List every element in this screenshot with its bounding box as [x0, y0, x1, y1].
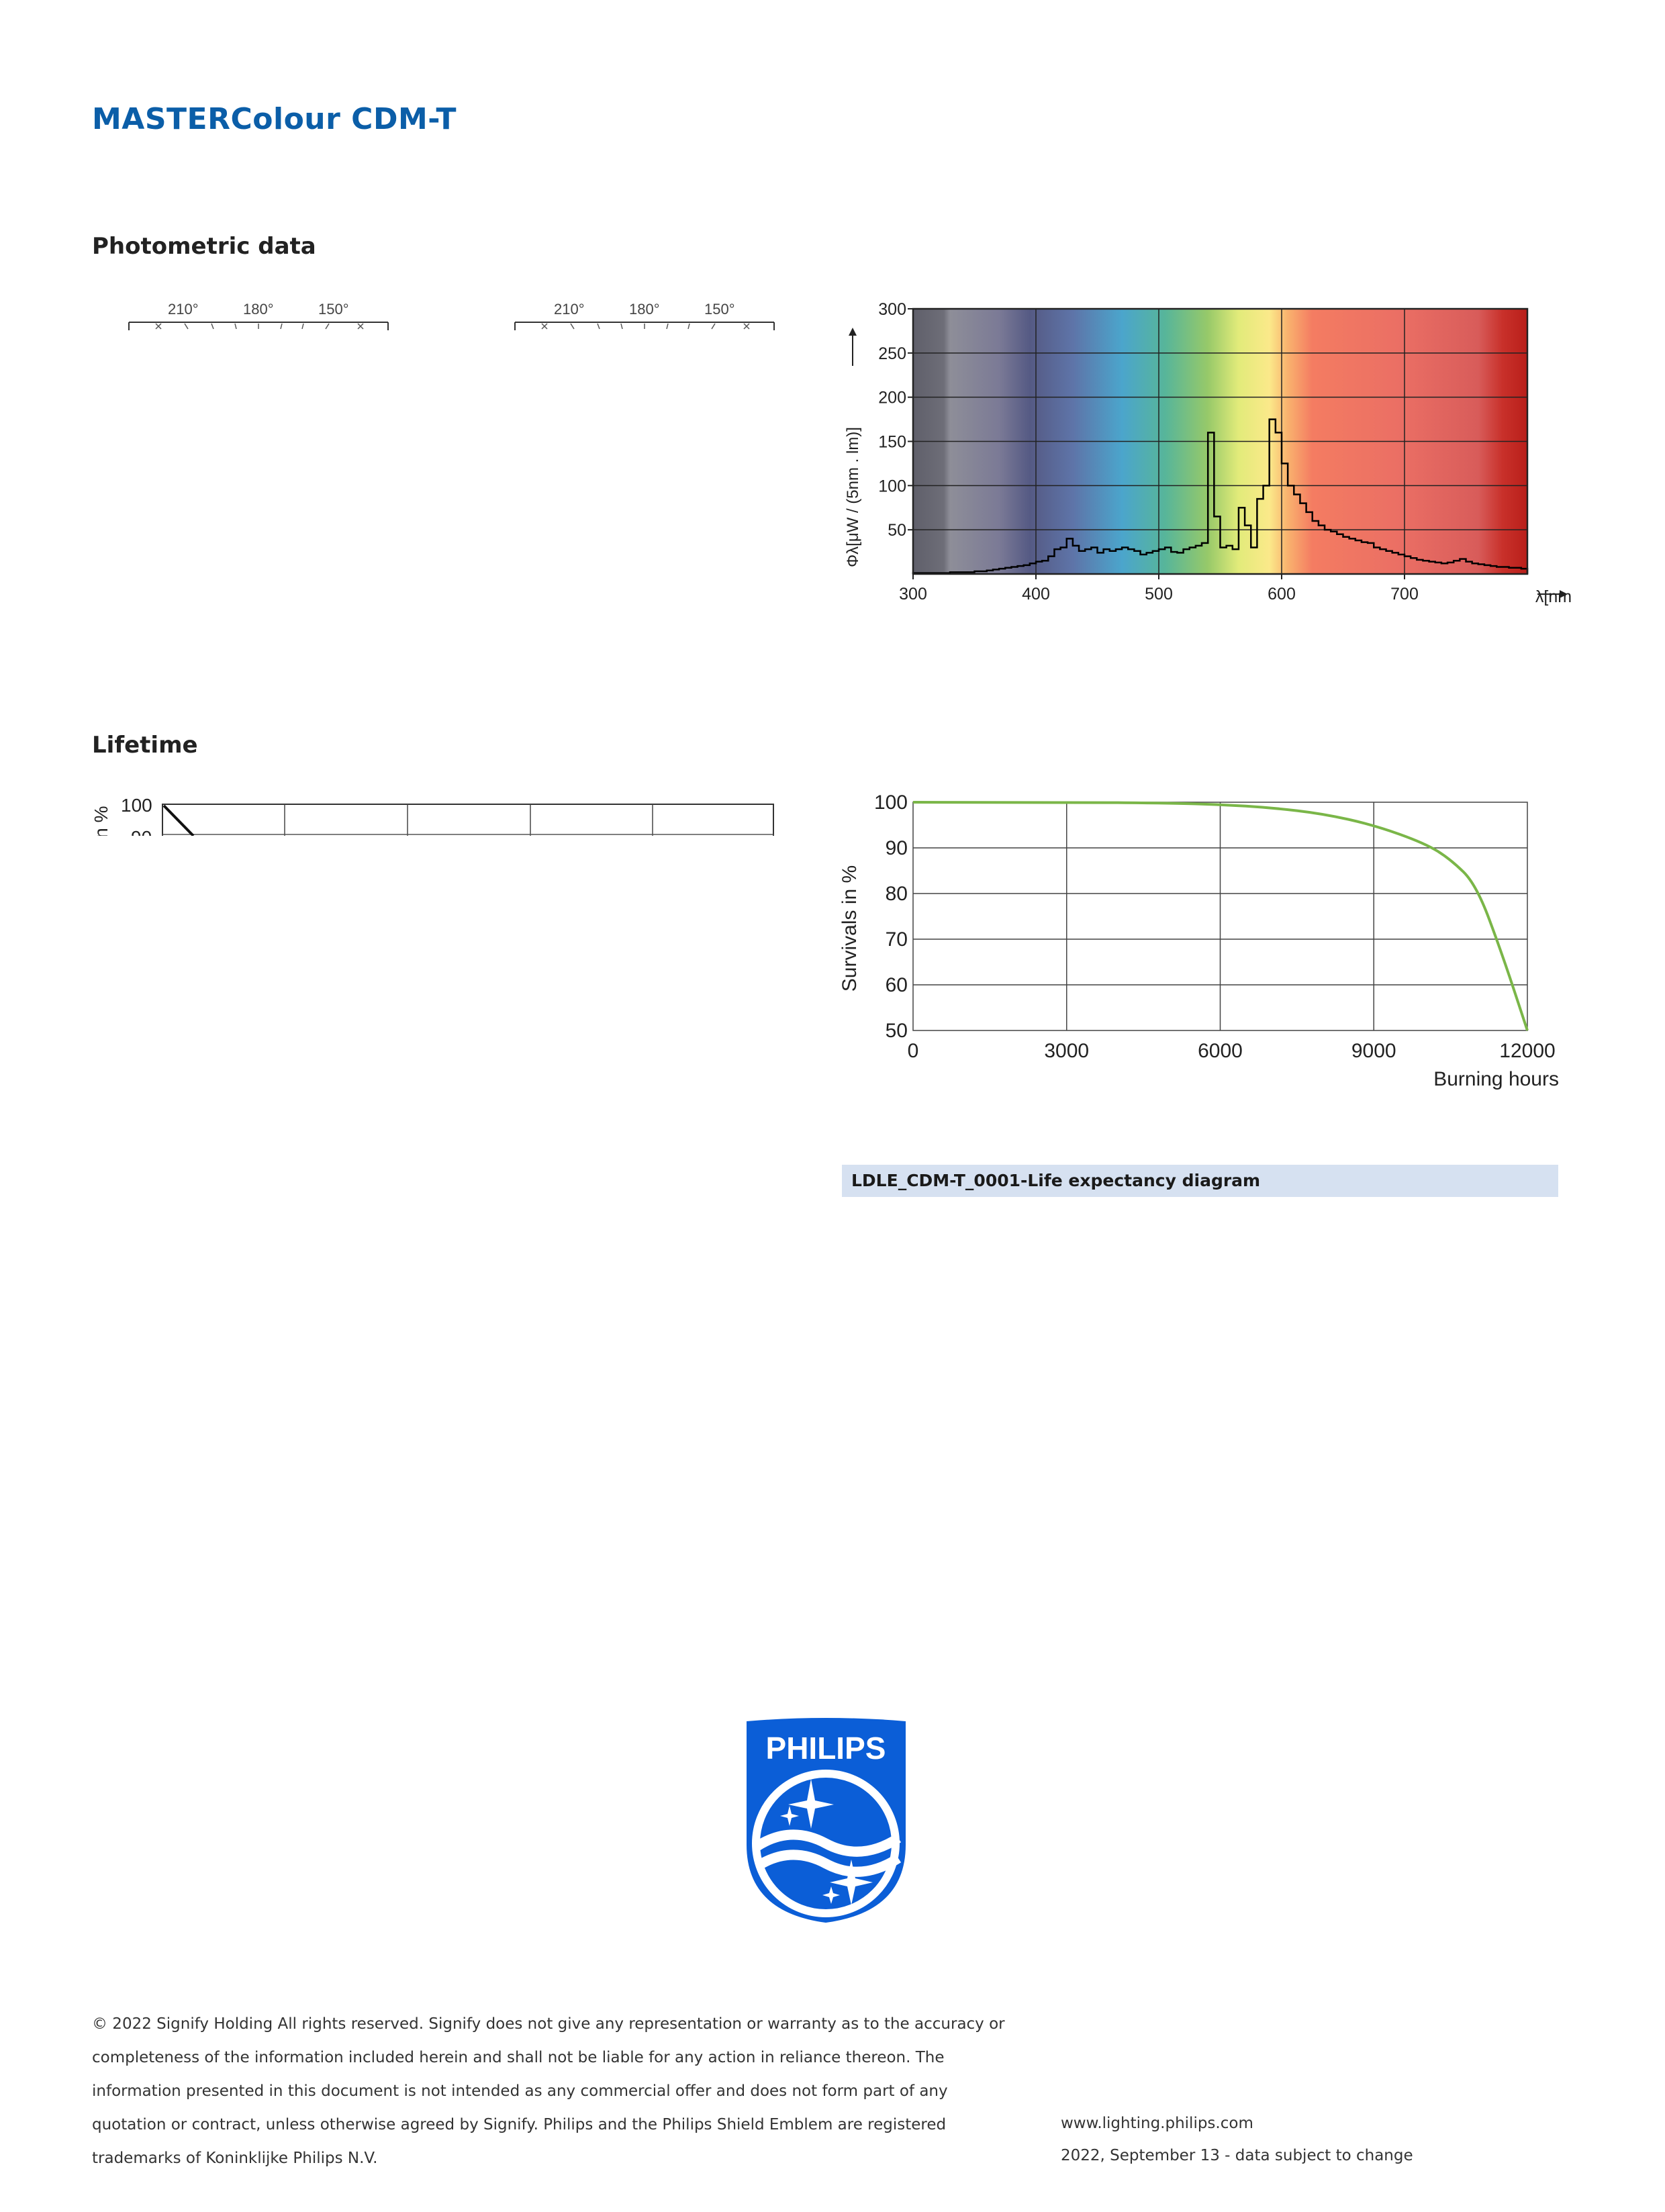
survival-ytick-100: 100 [874, 791, 908, 814]
survival-xtick-9000: 9000 [1351, 1040, 1396, 1062]
survival-xtick-12000: 12000 [1499, 1040, 1555, 1062]
lumen-curve [162, 804, 195, 836]
polar-diagram-right: 210° 180° 150° [514, 301, 775, 330]
spectrum-ytick-50: 50 [888, 521, 906, 540]
spectrum-ytick-100: 100 [878, 477, 906, 495]
survival-xtick-6000: 6000 [1198, 1040, 1243, 1062]
polar-right-tick-150: 150° [704, 301, 735, 318]
spectrum-line [912, 418, 1529, 574]
survival-ytick-50: 50 [886, 1020, 908, 1042]
survival-x-axis-label: Burning hours [1433, 1068, 1559, 1090]
survival-curve [912, 801, 1529, 1031]
page-title: MASTERColour CDM-T [92, 102, 457, 136]
lumen-y-axis-label: in % [91, 806, 111, 836]
spectrum-grid [913, 309, 1527, 574]
footer-url[interactable]: www.lighting.philips.com [1061, 2115, 1253, 2132]
lumen-tick-90: 90 [131, 827, 152, 836]
spectrum-xtick-400: 400 [1022, 585, 1050, 604]
polar-right-tick-180: 180° [629, 301, 660, 318]
survival-ytick-70: 70 [886, 928, 908, 951]
star-small-top [780, 1806, 799, 1826]
spectrum-y-arrow-head [849, 328, 857, 336]
star-large-bottom [830, 1860, 873, 1905]
spectrum-ytick-150: 150 [878, 433, 906, 452]
philips-shield-logo: PHILIPS [747, 1718, 906, 1923]
spectrum-xtick-300: 300 [899, 585, 927, 604]
spectrum-xtick-500: 500 [1145, 585, 1173, 604]
survival-ytick-90: 90 [886, 837, 908, 859]
lumen-maintenance-chart: 100 90 in % [91, 795, 774, 836]
polar-left-tick-210: 210° [168, 301, 199, 318]
footer-line-4: quotation or contract, unless otherwise … [92, 2116, 947, 2133]
survival-grid [912, 802, 1528, 1031]
survival-xtick-3000: 3000 [1044, 1040, 1089, 1062]
spectrum-x-arrow-head [1560, 590, 1568, 598]
footer-date: 2022, September 13 - data subject to cha… [1061, 2147, 1413, 2164]
survival-xtick-0: 0 [908, 1040, 919, 1062]
photometric-heading: Photometric data [92, 233, 316, 260]
lifetime-heading: Lifetime [92, 732, 198, 759]
survival-chart: 0 3000 6000 9000 12000 50 60 70 80 90 100 Burning… [839, 791, 1559, 1090]
spectrum-ytick-250: 250 [878, 344, 906, 363]
shield-waves [754, 1829, 902, 1877]
polar-diagram-left: 210° 180° 150° [128, 301, 389, 330]
footer-line-1: © 2022 Signify Holding All rights reserv… [92, 2015, 1005, 2033]
lumen-tick-100: 100 [121, 795, 152, 816]
spectrum-xtick-700: 700 [1390, 585, 1419, 604]
polar-left-tick-180: 180° [243, 301, 274, 318]
spectrum-ytick-300: 300 [878, 300, 906, 319]
life-expectancy-caption: LDLE_CDM-T_0001-Life expectancy diagram [842, 1165, 1558, 1197]
footer-disclaimer: © 2022 Signify Holding All rights reserv… [92, 2007, 1032, 2175]
philips-wordmark: PHILIPS [766, 1731, 886, 1766]
spectrum-y-axis-label: Φλ[μW / (5nm . lm)] [844, 427, 862, 567]
survival-ytick-80: 80 [886, 883, 908, 905]
footer-line-3: information presented in this document i… [92, 2082, 948, 2100]
survival-ytick-60: 60 [886, 974, 908, 996]
spectrum-x-axis-label: λ[nm] [1535, 587, 1571, 606]
survival-y-axis-label: Survivals in % [839, 865, 861, 992]
polar-left-tick-150: 150° [318, 301, 349, 318]
star-small-bottom [822, 1886, 840, 1904]
lumen-frame [162, 804, 774, 836]
spectrum-xtick-600: 600 [1268, 585, 1296, 604]
footer-line-2: completeness of the information included… [92, 2049, 945, 2066]
footer-line-5: trademarks of Koninklijke Philips N.V. [92, 2150, 378, 2167]
polar-right-tick-210: 210° [554, 301, 585, 318]
star-large-top [788, 1779, 834, 1829]
spectrum-ytick-200: 200 [878, 389, 906, 407]
